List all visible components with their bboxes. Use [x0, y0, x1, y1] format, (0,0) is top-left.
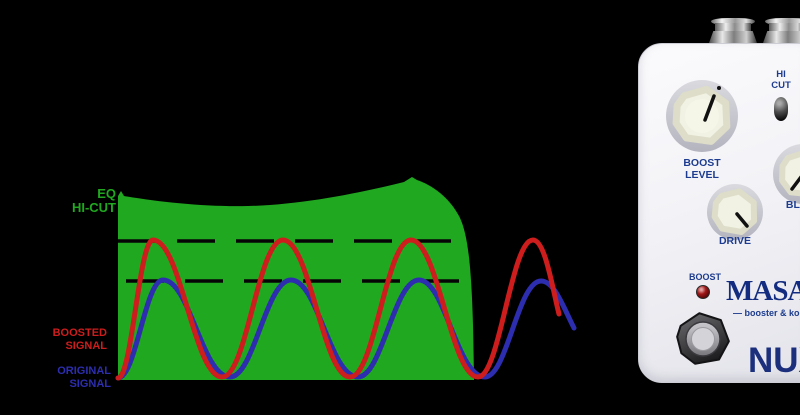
boost-level-knob[interactable] [663, 77, 741, 155]
hi-cut-label-line2: CUT [771, 80, 791, 91]
jack-right-cap [765, 18, 800, 25]
blend-knob-cap [779, 149, 800, 198]
boost-led-label-text: BOOST [688, 272, 721, 282]
model-name: MASAMUNE [726, 275, 800, 307]
model-subtitle: — booster & kompressor — [733, 308, 800, 318]
drive-label: DRIVE [703, 235, 767, 247]
boost-level-label: BOOST LEVEL [665, 157, 739, 181]
boosted-signal-label-line2: SIGNAL [65, 340, 107, 352]
jack-left-nut [709, 31, 757, 43]
drive-knob[interactable] [705, 182, 765, 242]
footswitch-button [691, 327, 715, 351]
jack-left-barrel [715, 23, 751, 33]
original-signal-label: ORIGINAL SIGNAL [40, 365, 111, 391]
hi-cut-label-line1: HI [776, 69, 786, 80]
boosted-wave [115, 237, 562, 381]
jack-right-nut [763, 31, 800, 43]
boosted-signal-label: BOOSTED SIGNAL [40, 327, 107, 353]
eq-hicut-label: EQ HI-CUT [40, 187, 116, 215]
blend-knob[interactable] [771, 142, 800, 206]
original-signal-label-line1: ORIGINAL [57, 365, 111, 377]
drive-knob-pointer [735, 212, 749, 228]
hi-cut-label: HI CUT [763, 69, 799, 91]
jack-left-cap [711, 18, 755, 25]
boost-level-label-line1: BOOST [683, 157, 721, 169]
eq-hicut-label-line1: EQ [97, 186, 116, 201]
boost-level-marker-dot [717, 86, 721, 90]
boost-level-knob-pointer [703, 94, 716, 122]
boost-level-knob-face [685, 99, 719, 133]
boost-led [696, 285, 710, 299]
footswitch[interactable] [675, 311, 731, 367]
blend-label: BLEND [776, 199, 800, 211]
hi-cut-toggle[interactable] [774, 97, 788, 121]
boost-level-label-line2: LEVEL [685, 169, 719, 181]
jack-right-barrel [769, 23, 800, 33]
boosted-signal-label-line1: BOOSTED [52, 327, 107, 339]
boost-led-label: BOOST [686, 272, 724, 282]
blend-label-text: BLEND [785, 199, 800, 211]
original-signal-label-line2: SIGNAL [69, 378, 111, 390]
brand-logo: NUX [748, 341, 800, 380]
eq-hicut-label-line2: HI-CUT [71, 200, 116, 215]
drive-label-text: DRIVE [718, 235, 752, 247]
